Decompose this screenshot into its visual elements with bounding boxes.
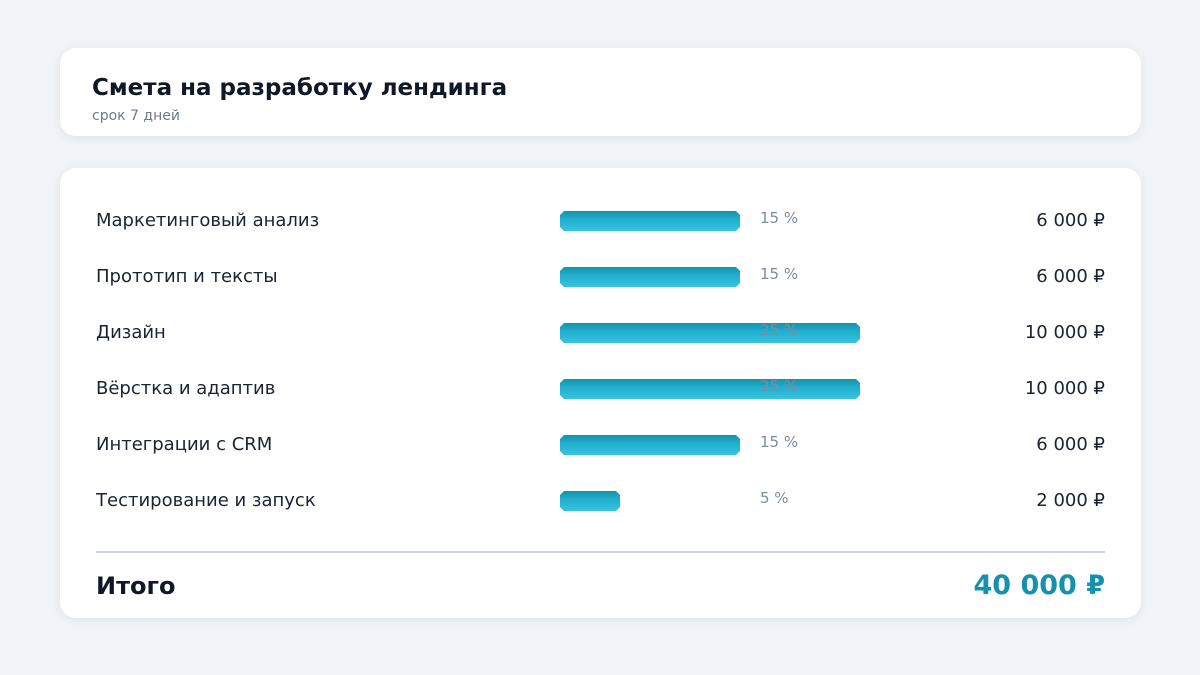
estimate-row: Прототип и тексты 15 % 6 000 ₽	[96, 259, 1105, 293]
share-bar	[560, 267, 740, 287]
estimate-items-card: Маркетинговый анализ 15 % 6 000 ₽ Протот…	[60, 168, 1141, 618]
item-name: Дизайн	[96, 322, 166, 343]
deadline-subtitle: срок 7 дней	[92, 108, 180, 124]
estimate-row: Вёрстка и адаптив 25 % 10 000 ₽	[96, 371, 1105, 405]
item-amount: 6 000 ₽	[1036, 434, 1105, 455]
item-amount: 10 000 ₽	[1024, 378, 1105, 399]
share-percent: 5 %	[760, 489, 789, 507]
share-percent: 25 %	[760, 377, 799, 395]
estimate-row: Дизайн 25 % 10 000 ₽	[96, 315, 1105, 349]
share-bar	[560, 323, 860, 343]
item-name: Тестирование и запуск	[96, 490, 316, 511]
share-bar	[560, 379, 860, 399]
item-amount: 6 000 ₽	[1036, 210, 1105, 231]
estimate-row: Маркетинговый анализ 15 % 6 000 ₽	[96, 203, 1105, 237]
share-bar	[560, 435, 740, 455]
estimate-row: Интеграции с CRM 15 % 6 000 ₽	[96, 427, 1105, 461]
share-percent: 15 %	[760, 265, 799, 283]
page-title: Смета на разработку лендинга	[92, 75, 508, 101]
share-bar	[560, 491, 620, 511]
total-divider	[96, 551, 1105, 553]
item-amount: 6 000 ₽	[1036, 266, 1105, 287]
item-amount: 2 000 ₽	[1036, 490, 1105, 511]
total-value: 40 000 ₽	[973, 570, 1105, 601]
item-name: Вёрстка и адаптив	[96, 378, 276, 399]
estimate-row: Тестирование и запуск 5 % 2 000 ₽	[96, 483, 1105, 517]
total-label: Итого	[96, 572, 176, 600]
share-percent: 25 %	[760, 321, 799, 339]
item-name: Интеграции с CRM	[96, 434, 273, 455]
item-name: Прототип и тексты	[96, 266, 278, 287]
estimate-header-card: Смета на разработку лендинга срок 7 дней	[60, 48, 1141, 136]
item-amount: 10 000 ₽	[1024, 322, 1105, 343]
share-percent: 15 %	[760, 433, 799, 451]
share-bar	[560, 211, 740, 231]
item-name: Маркетинговый анализ	[96, 210, 320, 231]
share-percent: 15 %	[760, 209, 799, 227]
